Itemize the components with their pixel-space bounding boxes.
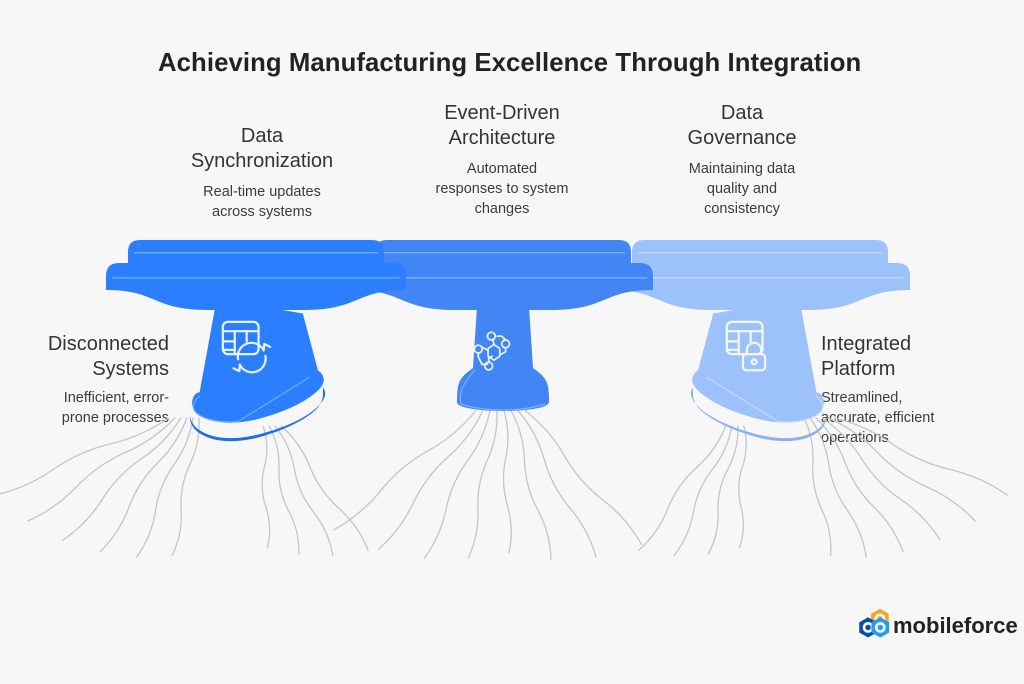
svg-text:mobileforce: mobileforce: [893, 613, 1018, 638]
